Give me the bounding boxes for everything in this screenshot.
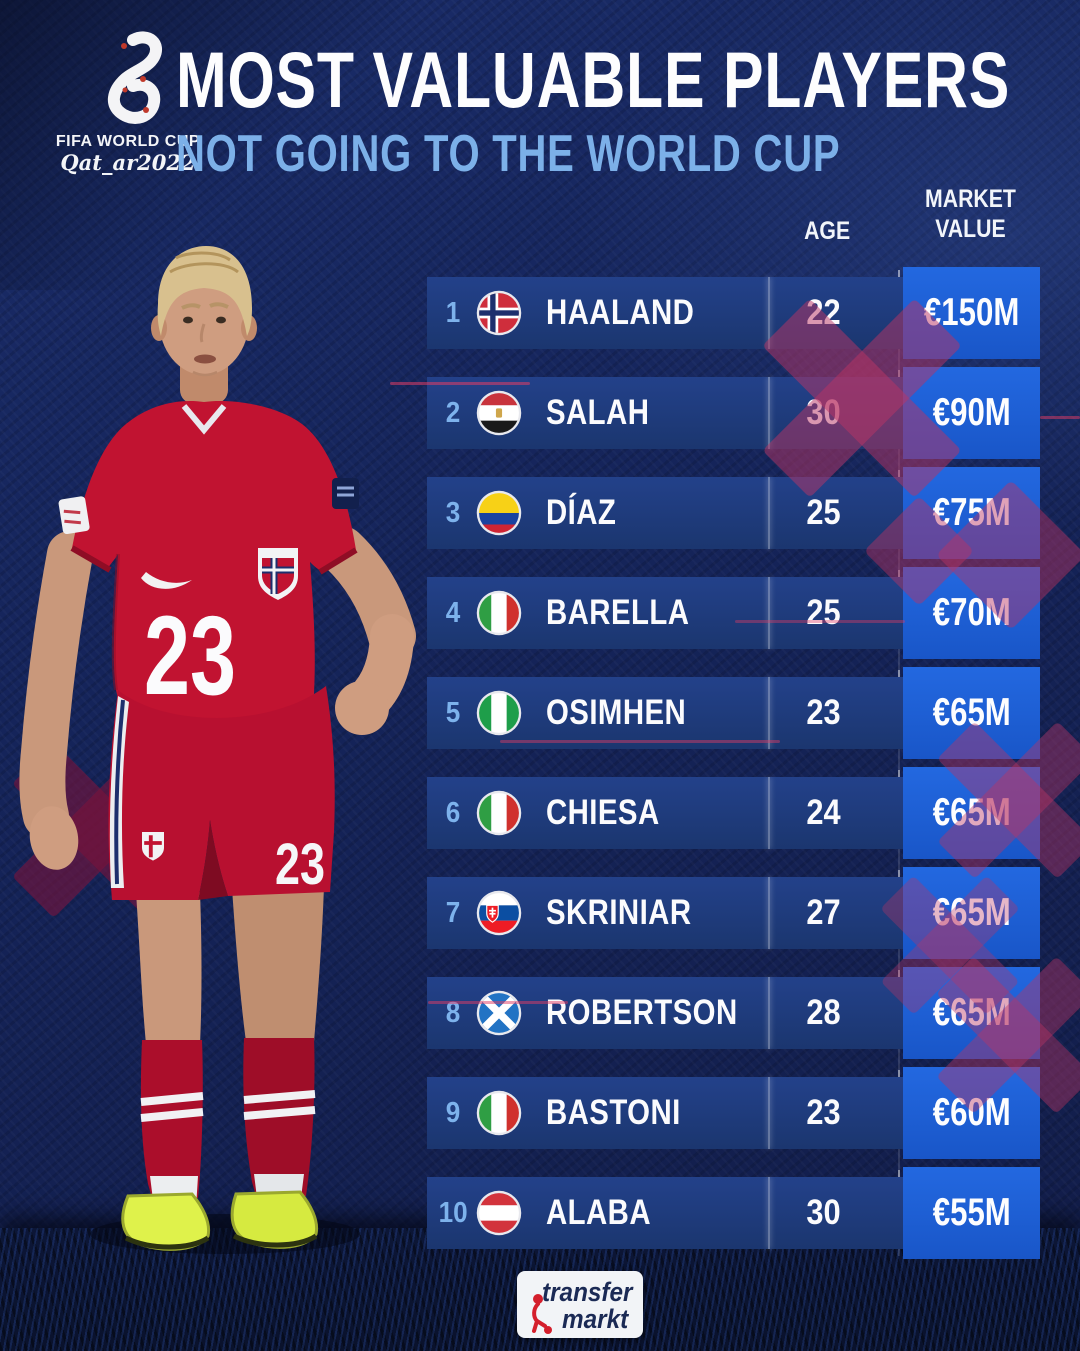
player-name: ALABA <box>546 1193 651 1232</box>
player-name: HAALAND <box>546 293 695 332</box>
page-title: MOST VALUABLE PLAYERS <box>176 35 1011 124</box>
player-photo-haaland: 23 23 <box>19 246 416 1254</box>
x-mark-decoration <box>930 950 1080 1120</box>
fifa-logo-text: FIFA WORLD CUP <box>55 133 201 150</box>
red-line-decoration <box>390 382 530 385</box>
table-row: 9 BASTONI 23 €60M <box>427 1067 1040 1159</box>
table-row: 4 BARELLA 25 €70M <box>427 567 1040 659</box>
player-name: BASTONI <box>546 1093 681 1132</box>
market-value-cell: €60M <box>903 1067 1040 1159</box>
player-name: DÍAZ <box>546 493 617 532</box>
table-row: 5 OSIMHEN 23 €65M <box>427 667 1040 759</box>
rank-label: 9 <box>445 1096 461 1129</box>
market-value-cell: €65M <box>903 867 1040 959</box>
player-name: OSIMHEN <box>546 693 687 732</box>
column-divider <box>768 677 770 749</box>
flag-nigeria-icon <box>476 690 522 736</box>
sleeve-badge-left <box>58 496 90 534</box>
red-line-decoration <box>1040 416 1080 419</box>
player-name: CHIESA <box>546 793 660 832</box>
flag-italy-icon <box>476 590 522 636</box>
column-divider <box>768 277 770 349</box>
rank-label: 6 <box>445 796 461 829</box>
age-value: 25 <box>805 593 841 632</box>
rank-label: 1 <box>445 296 461 329</box>
flag-italy-icon <box>476 1090 522 1136</box>
column-header-market-value: MARKET VALUE <box>924 185 1016 243</box>
fifa-world-cup-logo: FIFA WORLD CUP Qat_ar2022 <box>46 30 210 175</box>
column-divider <box>768 377 770 449</box>
page-subtitle: NOT GOING TO THE WORLD CUP <box>176 125 841 183</box>
table-row: 8 ROBERTSON 28 €65M <box>427 967 1040 1059</box>
column-divider <box>768 577 770 649</box>
flag-austria-icon <box>476 1190 522 1236</box>
qatar-2022-emblem-icon <box>108 31 162 124</box>
flag-slovakia-icon <box>476 890 522 936</box>
norway-crest <box>258 548 298 600</box>
table-row: 7 SKRINIAR 27 €65M <box>427 867 1040 959</box>
rank-label: 8 <box>445 996 461 1029</box>
brand-word-markt: markt <box>562 1304 629 1334</box>
table-row: 10 ALABA 30 €55M <box>427 1167 1040 1259</box>
age-value: 24 <box>805 793 841 832</box>
column-divider <box>768 1077 770 1149</box>
flag-scotland-icon <box>476 990 522 1036</box>
column-divider <box>768 477 770 549</box>
shorts-crest <box>142 832 164 861</box>
flag-norway-icon <box>476 290 522 336</box>
red-line-decoration <box>500 740 780 743</box>
column-divider <box>768 777 770 849</box>
qatar-2022-text: Qat_ar2022 <box>60 150 196 175</box>
shorts <box>108 686 335 900</box>
column-header-age: AGE <box>803 217 851 245</box>
column-divider <box>768 877 770 949</box>
flag-colombia-icon <box>476 490 522 536</box>
player-name: ROBERTSON <box>546 993 738 1032</box>
x-mark-decoration <box>754 290 969 505</box>
age-value: 30 <box>805 1193 841 1232</box>
x-mark-decoration <box>931 715 1080 885</box>
rank-label: 10 <box>438 1196 468 1229</box>
age-value: 27 <box>805 893 841 932</box>
player-name: SKRINIAR <box>546 893 692 932</box>
market-value-cell: €55M <box>903 1167 1040 1259</box>
rank-label: 7 <box>445 896 461 929</box>
market-value-cell: €65M <box>903 667 1040 759</box>
age-value: 28 <box>805 993 841 1032</box>
market-value-cell: €65M <box>903 967 1040 1059</box>
age-value: 23 <box>805 1093 841 1132</box>
rank-label: 5 <box>445 696 461 729</box>
market-value-cell: €70M <box>903 567 1040 659</box>
jersey-number: 23 <box>144 593 236 718</box>
transfermarkt-logo: transfer markt <box>517 1271 643 1338</box>
value-column-divider <box>898 270 900 1256</box>
brand-word-transfer: transfer <box>542 1277 633 1307</box>
jersey <box>72 400 356 731</box>
age-value: 25 <box>805 493 841 532</box>
rank-label: 2 <box>445 396 461 429</box>
player-name: BARELLA <box>546 593 690 632</box>
column-divider <box>768 977 770 1049</box>
shorts-number: 23 <box>275 832 325 897</box>
flag-egypt-icon <box>476 390 522 436</box>
column-divider <box>768 1177 770 1249</box>
red-line-decoration <box>735 620 905 623</box>
table-row: 3 DÍAZ 25 €75M <box>427 467 1040 559</box>
table-row: 6 CHIESA 24 €65M <box>427 767 1040 859</box>
corner-shade-decoration <box>0 0 400 290</box>
age-value: 23 <box>805 693 841 732</box>
market-value-cell: €65M <box>903 767 1040 859</box>
red-line-decoration <box>428 1001 568 1004</box>
rank-label: 4 <box>445 596 461 629</box>
flag-italy-icon <box>476 790 522 836</box>
rank-label: 3 <box>445 496 461 529</box>
player-name: SALAH <box>546 393 650 432</box>
nike-swoosh-icon <box>141 572 192 589</box>
transfermarkt-player-icon <box>532 1294 552 1334</box>
